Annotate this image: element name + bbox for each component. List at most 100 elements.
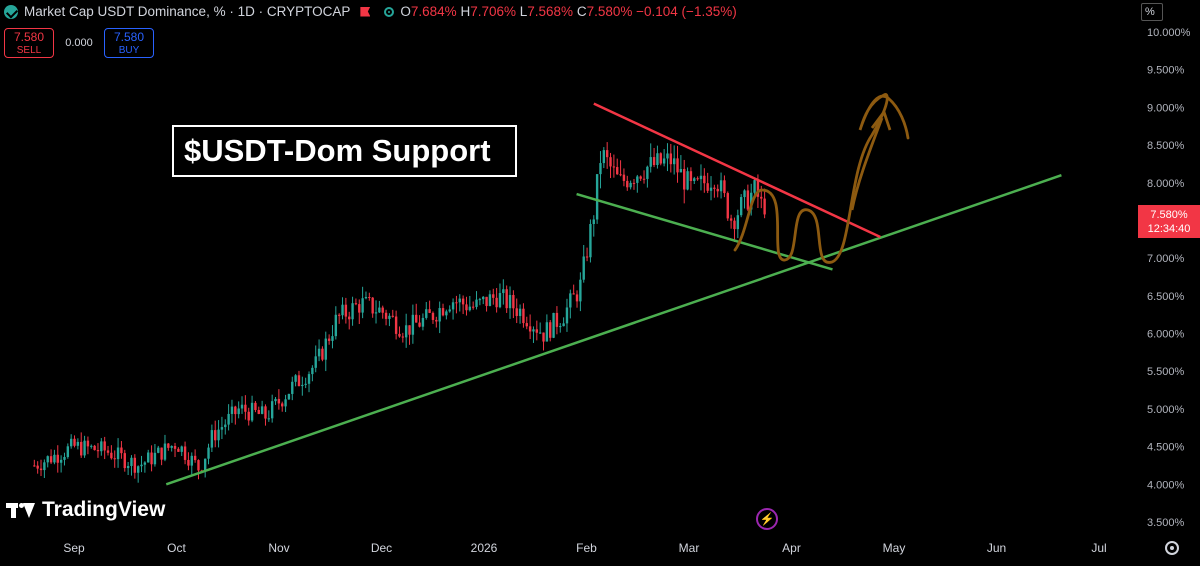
candle-body bbox=[659, 153, 662, 164]
y-tick-label: 5.500% bbox=[1147, 366, 1185, 378]
projection-arrowhead bbox=[870, 109, 892, 131]
tradingview-mark-icon bbox=[6, 500, 36, 520]
candle-body bbox=[713, 187, 716, 189]
candle-body bbox=[672, 158, 676, 165]
candle-body bbox=[455, 302, 458, 304]
candle-body bbox=[656, 153, 659, 166]
candle-body bbox=[321, 348, 324, 360]
bar-countdown: 12:34:40 bbox=[1147, 223, 1191, 235]
candle-body bbox=[642, 178, 646, 180]
annotation-text-box[interactable]: $USDT-Dom Support bbox=[172, 125, 517, 177]
candle-body bbox=[371, 297, 374, 314]
candle-body bbox=[398, 333, 401, 337]
y-tick-label: 8.500% bbox=[1147, 140, 1185, 152]
gear-icon[interactable] bbox=[1165, 541, 1179, 555]
candle-body bbox=[666, 153, 669, 159]
candle-body bbox=[106, 450, 110, 453]
candle-body bbox=[311, 367, 314, 375]
candle-body bbox=[294, 375, 297, 382]
candle-body bbox=[136, 466, 140, 473]
candle-body bbox=[157, 447, 160, 453]
candle-body bbox=[498, 293, 502, 308]
candle-body bbox=[163, 443, 167, 460]
buy-button[interactable]: 7.580 BUY bbox=[104, 28, 154, 58]
candle-body bbox=[418, 322, 421, 327]
candle-body bbox=[214, 430, 217, 441]
candle-body bbox=[605, 150, 609, 158]
candle-body bbox=[719, 180, 723, 192]
candle-body bbox=[257, 410, 260, 414]
close-label: C bbox=[576, 4, 587, 19]
candle-body bbox=[247, 411, 250, 421]
candle-body bbox=[602, 150, 606, 164]
x-tick-label: May bbox=[883, 541, 906, 555]
candle-body bbox=[374, 312, 378, 314]
candle-body bbox=[260, 406, 264, 414]
symbol-title[interactable]: Market Cap USDT Dominance, % · 1D · CRYP… bbox=[24, 4, 351, 19]
candle-body bbox=[488, 294, 492, 306]
y-tick-label: 6.500% bbox=[1147, 291, 1185, 303]
flag-icon[interactable] bbox=[360, 6, 371, 17]
candle-body bbox=[451, 302, 455, 310]
candle-body bbox=[133, 457, 137, 473]
last-price: 7.580% bbox=[1150, 209, 1188, 221]
candle-body bbox=[404, 325, 408, 338]
x-tick-label: Nov bbox=[268, 541, 289, 555]
candle-body bbox=[729, 218, 733, 221]
candle-body bbox=[485, 296, 488, 306]
candle-body bbox=[592, 219, 595, 225]
candle-body bbox=[240, 404, 244, 409]
candle-body bbox=[150, 452, 153, 465]
candle-body bbox=[341, 304, 344, 316]
candle-body bbox=[733, 220, 736, 230]
candle-body bbox=[552, 312, 555, 338]
candle-body bbox=[679, 168, 683, 173]
candle-body bbox=[237, 408, 240, 415]
x-tick-label: Mar bbox=[679, 541, 700, 555]
candle-body bbox=[93, 445, 96, 451]
tradingview-logo[interactable]: TradingView bbox=[6, 498, 165, 522]
candle-body bbox=[512, 294, 515, 309]
x-tick-label: Feb bbox=[576, 541, 597, 555]
candle-body bbox=[696, 178, 699, 180]
scale-mode-button[interactable]: % bbox=[1141, 3, 1163, 21]
bolt-icon[interactable]: ⚡ bbox=[756, 508, 778, 530]
candle-body bbox=[66, 446, 70, 457]
candle-body bbox=[354, 303, 358, 305]
open-value: 7.684% bbox=[410, 4, 457, 19]
candle-body bbox=[113, 458, 116, 460]
candle-body bbox=[230, 406, 234, 414]
x-tick-label: Apr bbox=[782, 541, 801, 555]
spread-value: 0.000 bbox=[65, 37, 93, 49]
candle-body bbox=[545, 322, 549, 342]
candle-body bbox=[518, 308, 522, 316]
candle-body bbox=[100, 441, 103, 452]
candle-body bbox=[636, 176, 639, 183]
candle-body bbox=[693, 178, 696, 182]
candle-body bbox=[478, 299, 482, 301]
low-value: 7.568% bbox=[527, 4, 574, 19]
candle-body bbox=[535, 329, 539, 333]
candle-body bbox=[736, 215, 740, 230]
candle-body bbox=[43, 462, 46, 471]
candle-body bbox=[120, 447, 123, 454]
candle-body bbox=[461, 298, 465, 305]
candle-body bbox=[270, 401, 274, 419]
candle-body bbox=[438, 308, 441, 322]
candle-body bbox=[203, 458, 207, 472]
candle-body bbox=[314, 356, 317, 368]
candle-body bbox=[281, 403, 284, 407]
candle-body bbox=[36, 465, 39, 469]
candle-body bbox=[448, 309, 451, 312]
candle-body bbox=[686, 171, 689, 190]
candle-body bbox=[301, 384, 304, 387]
candle-body bbox=[415, 314, 418, 323]
candle-body bbox=[421, 317, 425, 327]
sell-button[interactable]: 7.580 SELL bbox=[4, 28, 54, 58]
sell-label: SELL bbox=[16, 45, 42, 56]
candle-body bbox=[482, 296, 485, 300]
candle-body bbox=[126, 465, 130, 469]
candle-body bbox=[217, 429, 220, 441]
candle-body bbox=[344, 304, 348, 317]
